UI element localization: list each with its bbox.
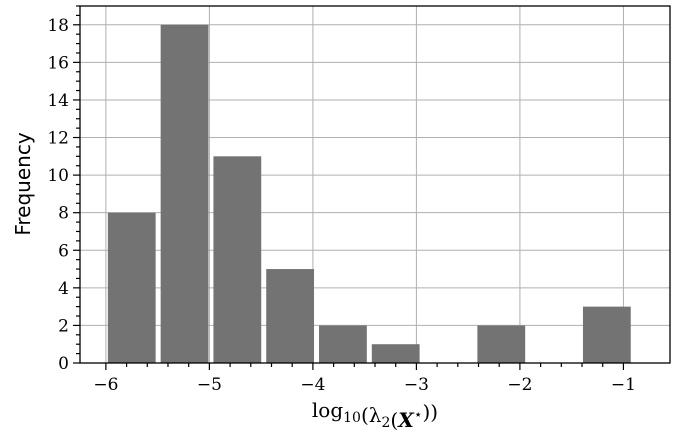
histogram-bar xyxy=(582,306,631,363)
y-tick-label: 10 xyxy=(47,166,69,186)
x-tick-label: −3 xyxy=(404,375,429,395)
x-axis-ticks: −6 −5 −4 −3 −2 −1 xyxy=(93,363,636,395)
y-axis-ticks: 0 2 4 6 8 10 12 14 16 18 xyxy=(47,5,80,374)
x-tick-label: −6 xyxy=(93,375,118,395)
y-tick-label: 14 xyxy=(47,91,69,111)
y-tick-label: 16 xyxy=(47,53,69,73)
histogram-bar xyxy=(371,344,420,363)
histogram-bar xyxy=(107,212,156,363)
histogram-bar xyxy=(477,325,526,363)
y-tick-label: 2 xyxy=(58,316,69,336)
y-tick-label: 8 xyxy=(58,204,69,224)
y-tick-label: 6 xyxy=(58,241,69,261)
histogram-bar xyxy=(160,24,209,363)
histogram-bar xyxy=(319,325,367,363)
y-tick-label: 12 xyxy=(47,129,69,149)
histogram-bar xyxy=(266,269,315,363)
x-axis-label: log10(λ2(X⋆)) xyxy=(312,398,438,432)
x-tick-label: −4 xyxy=(300,375,325,395)
x-tick-label: −2 xyxy=(507,375,532,395)
histogram-bar xyxy=(213,156,262,363)
bars xyxy=(107,24,631,363)
y-tick-label: 18 xyxy=(47,16,69,36)
x-tick-label: −5 xyxy=(197,375,222,395)
x-tick-label: −1 xyxy=(611,375,636,395)
y-tick-label: 4 xyxy=(58,279,69,299)
y-axis-label: Frequency xyxy=(11,132,35,235)
y-tick-label: 0 xyxy=(58,354,69,374)
